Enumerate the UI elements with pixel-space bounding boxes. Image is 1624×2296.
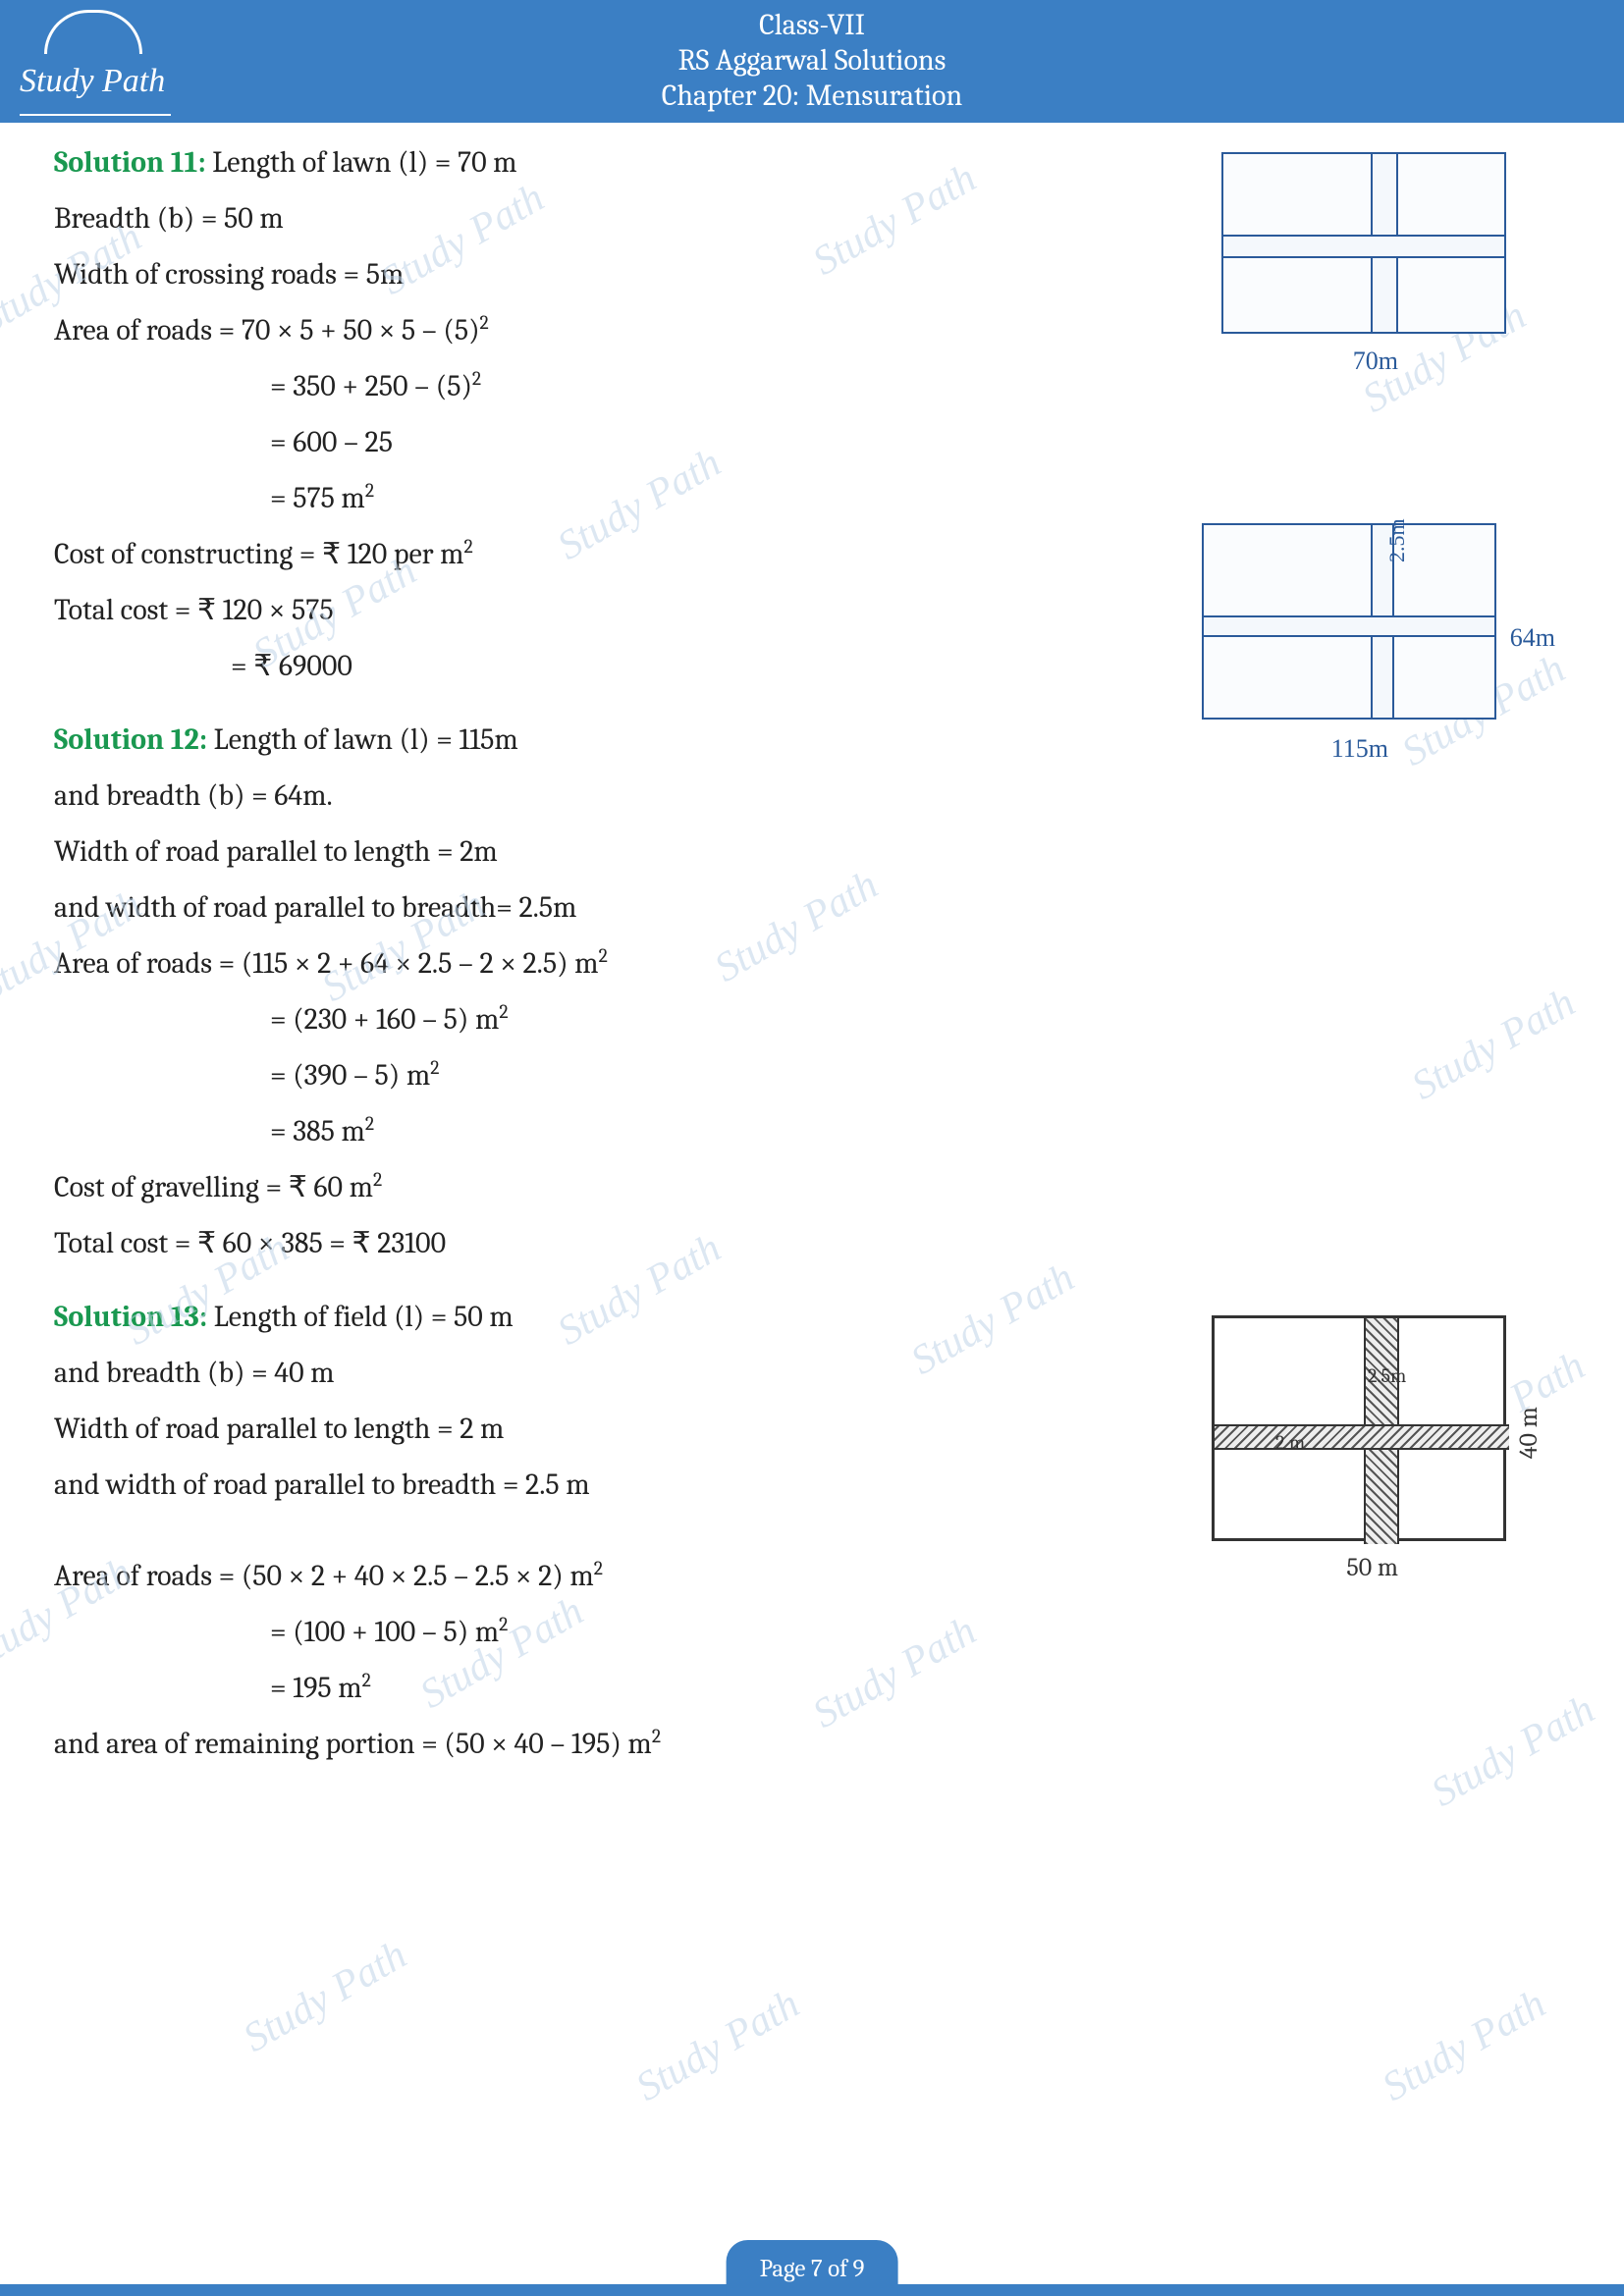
superscript: 2 (365, 479, 374, 502)
solution-label: Solution 13: (54, 1300, 207, 1334)
superscript: 2 (472, 367, 481, 390)
diagram-label: 70m (1353, 337, 1398, 385)
solution-line: = 195 m2 (54, 1660, 1570, 1716)
superscript: 2 (594, 1557, 603, 1579)
solution-text: Cost of constructing = ₹ 120 per m (54, 537, 464, 571)
solution-line: Total cost = ₹ 60 × 385 = ₹ 23100 (54, 1215, 1570, 1271)
superscript: 2 (373, 1168, 382, 1191)
solution-text: = 575 m (270, 481, 365, 515)
solution-text: Area of roads = 70 × 5 + 50 × 5 – (5) (54, 313, 480, 347)
diagram-11 (1221, 152, 1506, 334)
diagram-horizontal-road (1221, 235, 1506, 258)
solution-text: = 195 m (270, 1671, 362, 1705)
diagram-label: 115m (1331, 724, 1388, 773)
logo-text: Study Path (20, 50, 171, 116)
watermark: Study Path (1367, 1968, 1562, 2126)
solution-line: = (230 + 160 – 5) m2 (54, 991, 1570, 1047)
page-number: Page 7 of 9 (727, 2240, 898, 2296)
solution-line: = 600 – 25 (54, 414, 1570, 470)
solution-12: Solution 12: Length of lawn (l) = 115m a… (54, 712, 1570, 1271)
solution-line: = 575 m2 (54, 470, 1570, 526)
solution-text: = 350 + 250 – (5) (270, 369, 472, 403)
solution-line: = 385 m2 (54, 1103, 1570, 1159)
solution-label: Solution 12: (54, 722, 207, 757)
superscript: 2 (599, 944, 608, 967)
diagram-13: 2.5m 2 m (1212, 1315, 1506, 1541)
diagram-road-label: 2 m (1275, 1424, 1305, 1462)
solution-text: Length of lawn (l) = 70 m (206, 145, 517, 180)
superscript: 2 (430, 1056, 439, 1079)
watermark: Study Path (228, 1919, 423, 2077)
superscript: 2 (480, 311, 489, 334)
solution-text: Length of lawn (l) = 115m (207, 722, 518, 757)
solution-text: Area of roads = (50 × 2 + 40 × 2.5 – 2.5… (54, 1559, 594, 1593)
solution-line: Cost of gravelling = ₹ 60 m2 (54, 1159, 1570, 1215)
solution-line: = (100 + 100 – 5) m2 (54, 1604, 1570, 1660)
diagram-label: 40 m (1505, 1407, 1553, 1459)
diagram-label: 50 m (1346, 1544, 1398, 1592)
diagram-horizontal-road (1215, 1424, 1509, 1450)
solution-line: Width of road parallel to length = 2m (54, 824, 1570, 880)
diagram-label: 64m (1510, 614, 1555, 662)
superscript: 2 (652, 1725, 661, 1747)
page-header: Study Path Class-VII RS Aggarwal Solutio… (0, 0, 1624, 123)
header-line-2: RS Aggarwal Solutions (0, 43, 1624, 79)
diagram-road-label: 2.5m (1377, 518, 1418, 562)
solution-text: = (100 + 100 – 5) m (270, 1615, 499, 1649)
solution-text: Area of roads = (115 × 2 + 64 × 2.5 – 2 … (54, 946, 599, 981)
superscript: 2 (464, 535, 473, 558)
header-line-3: Chapter 20: Mensuration (0, 79, 1624, 114)
superscript: 2 (365, 1112, 374, 1135)
solution-line: and area of remaining portion = (50 × 40… (54, 1716, 1570, 1772)
watermark: Study Path (621, 1968, 816, 2126)
solution-line: = (390 – 5) m2 (54, 1047, 1570, 1103)
logo: Study Path (20, 10, 171, 116)
header-line-1: Class-VII (0, 8, 1624, 43)
superscript: 2 (499, 1613, 508, 1635)
logo-arc-icon (44, 10, 142, 54)
diagram-12: 2.5m (1202, 523, 1496, 720)
superscript: 2 (362, 1669, 371, 1691)
page-footer: Page 7 of 9 (0, 2284, 1624, 2296)
solution-line: and width of road parallel to breadth= 2… (54, 880, 1570, 935)
solution-text: = (390 – 5) m (270, 1058, 430, 1093)
solution-text: = (230 + 160 – 5) m (270, 1002, 499, 1037)
solution-line: = 350 + 250 – (5)2 (54, 358, 1570, 414)
solution-text: = 385 m (270, 1114, 365, 1148)
solution-text: Length of field (l) = 50 m (207, 1300, 514, 1334)
page-content: Study Path Study Path Study Path Study P… (0, 123, 1624, 1772)
solution-label: Solution 11: (54, 145, 206, 180)
diagram-road-label: 2.5m (1368, 1358, 1406, 1395)
diagram-horizontal-road (1202, 615, 1496, 637)
solution-line: Area of roads = (50 × 2 + 40 × 2.5 – 2.5… (54, 1548, 1570, 1604)
solution-line: Area of roads = (115 × 2 + 64 × 2.5 – 2 … (54, 935, 1570, 991)
solution-line: and breadth (b) = 64m. (54, 768, 1570, 824)
solution-text: and area of remaining portion = (50 × 40… (54, 1727, 652, 1761)
solution-text: Cost of gravelling = ₹ 60 m (54, 1170, 373, 1204)
superscript: 2 (499, 1000, 508, 1023)
